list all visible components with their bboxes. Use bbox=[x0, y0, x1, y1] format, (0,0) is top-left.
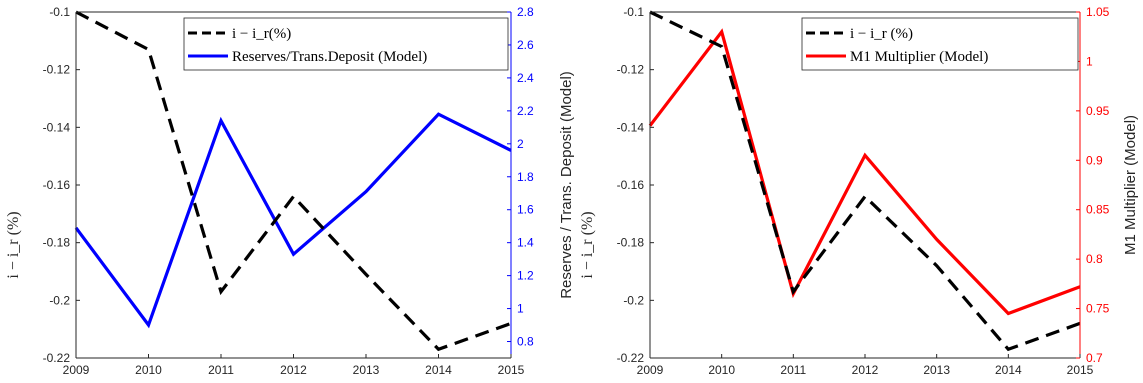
y-tick-label-left: -0.22 bbox=[43, 351, 71, 365]
x-tick-label: 2014 bbox=[425, 363, 452, 377]
series-layer bbox=[648, 10, 1081, 352]
y-tick-label-right: 0.9 bbox=[1086, 153, 1103, 167]
chart-panel-right: 2009 2010 2011 2012 2013 2014 2015 -0.1 -0.12 -0.… bbox=[579, 5, 1139, 377]
y-tick-label-right: 1.2 bbox=[517, 269, 534, 283]
chart-panel-left: 2009 2010 2011 2012 2013 2014 2015 -0.1 -0.12 -0.… bbox=[5, 5, 575, 377]
legend-label-interest-spread: i − i_r (%) bbox=[850, 26, 913, 42]
legend-label-reserves: Reserves/Trans.Deposit (Model) bbox=[232, 49, 427, 65]
x-tick-label: 2010 bbox=[135, 363, 162, 377]
y-tick-label-left: -0.14 bbox=[43, 120, 71, 134]
y-tick-label-right: 0.8 bbox=[517, 335, 534, 349]
y-tick-label-left: -0.14 bbox=[617, 120, 645, 134]
y-tick-label-left: -0.12 bbox=[43, 63, 71, 77]
y-tick-label-right: 1 bbox=[517, 302, 524, 316]
x-tick-label: 2013 bbox=[353, 363, 380, 377]
y-tick-label-right: 0.8 bbox=[1086, 252, 1103, 266]
y-tick-label-right: 0.95 bbox=[1086, 104, 1110, 118]
y-tick-label-right: 2.4 bbox=[517, 71, 534, 85]
legend-box bbox=[183, 17, 509, 71]
y-tick-label-left: -0.1 bbox=[623, 5, 644, 19]
y-tick-label-right: 0.7 bbox=[1086, 351, 1103, 365]
y-tick-label-right: 2 bbox=[517, 137, 524, 151]
series-line-interest-spread bbox=[75, 10, 512, 352]
y-tick-label-left: -0.18 bbox=[617, 236, 645, 250]
y-tick-label-left: -0.2 bbox=[49, 293, 70, 307]
y-tick-label-right: 0.75 bbox=[1086, 302, 1110, 316]
x-tick-label: 2011 bbox=[208, 363, 234, 377]
x-tick-label: 2012 bbox=[280, 363, 307, 377]
axes-layer: 2009 2010 2011 2012 2013 2014 2015 -0.1 -0.12 -0.… bbox=[43, 5, 534, 377]
axes-layer: 2009 2010 2011 2012 2013 2014 2015 -0.1 -0.12 -0.… bbox=[617, 5, 1110, 377]
x-tick-label: 2013 bbox=[923, 363, 950, 377]
y-tick-label-left: -0.18 bbox=[43, 236, 71, 250]
y-tick-label-right: 2.2 bbox=[517, 104, 534, 118]
legend-label-interest-spread: i − i_r(%) bbox=[232, 26, 291, 42]
series-line-interest-spread bbox=[649, 10, 1081, 352]
y-tick-label-left: -0.12 bbox=[617, 63, 645, 77]
y-tick-label-right: 2.6 bbox=[517, 38, 534, 52]
y-tick-label-right: 1.05 bbox=[1086, 5, 1110, 19]
legend-label-m1-multiplier: M1 Multiplier (Model) bbox=[850, 49, 988, 65]
y-tick-label-right: 1.6 bbox=[517, 203, 534, 217]
y-axis-label-left: i − i_r (%) bbox=[5, 211, 22, 278]
y-tick-label-right: 0.85 bbox=[1086, 203, 1110, 217]
y-axis-label-left: i − i_r (%) bbox=[579, 211, 596, 278]
y-tick-label-left: -0.1 bbox=[49, 5, 70, 19]
y-tick-label-left: -0.22 bbox=[617, 351, 645, 365]
x-tick-label: 2012 bbox=[852, 363, 879, 377]
y-tick-label-left: -0.16 bbox=[617, 178, 645, 192]
x-tick-label: 2011 bbox=[780, 363, 806, 377]
series-line-model bbox=[648, 28, 1081, 316]
legend: i − i_r (%) M1 Multiplier (Model) bbox=[801, 17, 1079, 71]
y-tick-label-left: -0.16 bbox=[43, 178, 71, 192]
y-tick-label-right: 1 bbox=[1086, 54, 1093, 68]
y-tick-label-left: -0.2 bbox=[623, 293, 644, 307]
y-axis-label-right: M1 Multiplier (Model) bbox=[1122, 115, 1139, 255]
x-tick-label: 2014 bbox=[995, 363, 1022, 377]
x-tick-label: 2009 bbox=[637, 363, 664, 377]
legend-box bbox=[801, 17, 1079, 71]
y-tick-label-right: 1.4 bbox=[517, 236, 534, 250]
x-tick-label: 2009 bbox=[63, 363, 90, 377]
legend: i − i_r(%) Reserves/Trans.Deposit (Model… bbox=[183, 17, 509, 71]
x-tick-label: 2015 bbox=[1067, 363, 1094, 377]
series-line-model bbox=[74, 112, 512, 329]
y-axis-label-right: Reserves / Trans. Deposit (Model) bbox=[558, 71, 575, 299]
y-tick-label-right: 2.8 bbox=[517, 5, 534, 19]
x-tick-label: 2015 bbox=[498, 363, 525, 377]
x-tick-label: 2010 bbox=[708, 363, 735, 377]
y-tick-label-right: 1.8 bbox=[517, 170, 534, 184]
series-layer bbox=[74, 10, 512, 352]
